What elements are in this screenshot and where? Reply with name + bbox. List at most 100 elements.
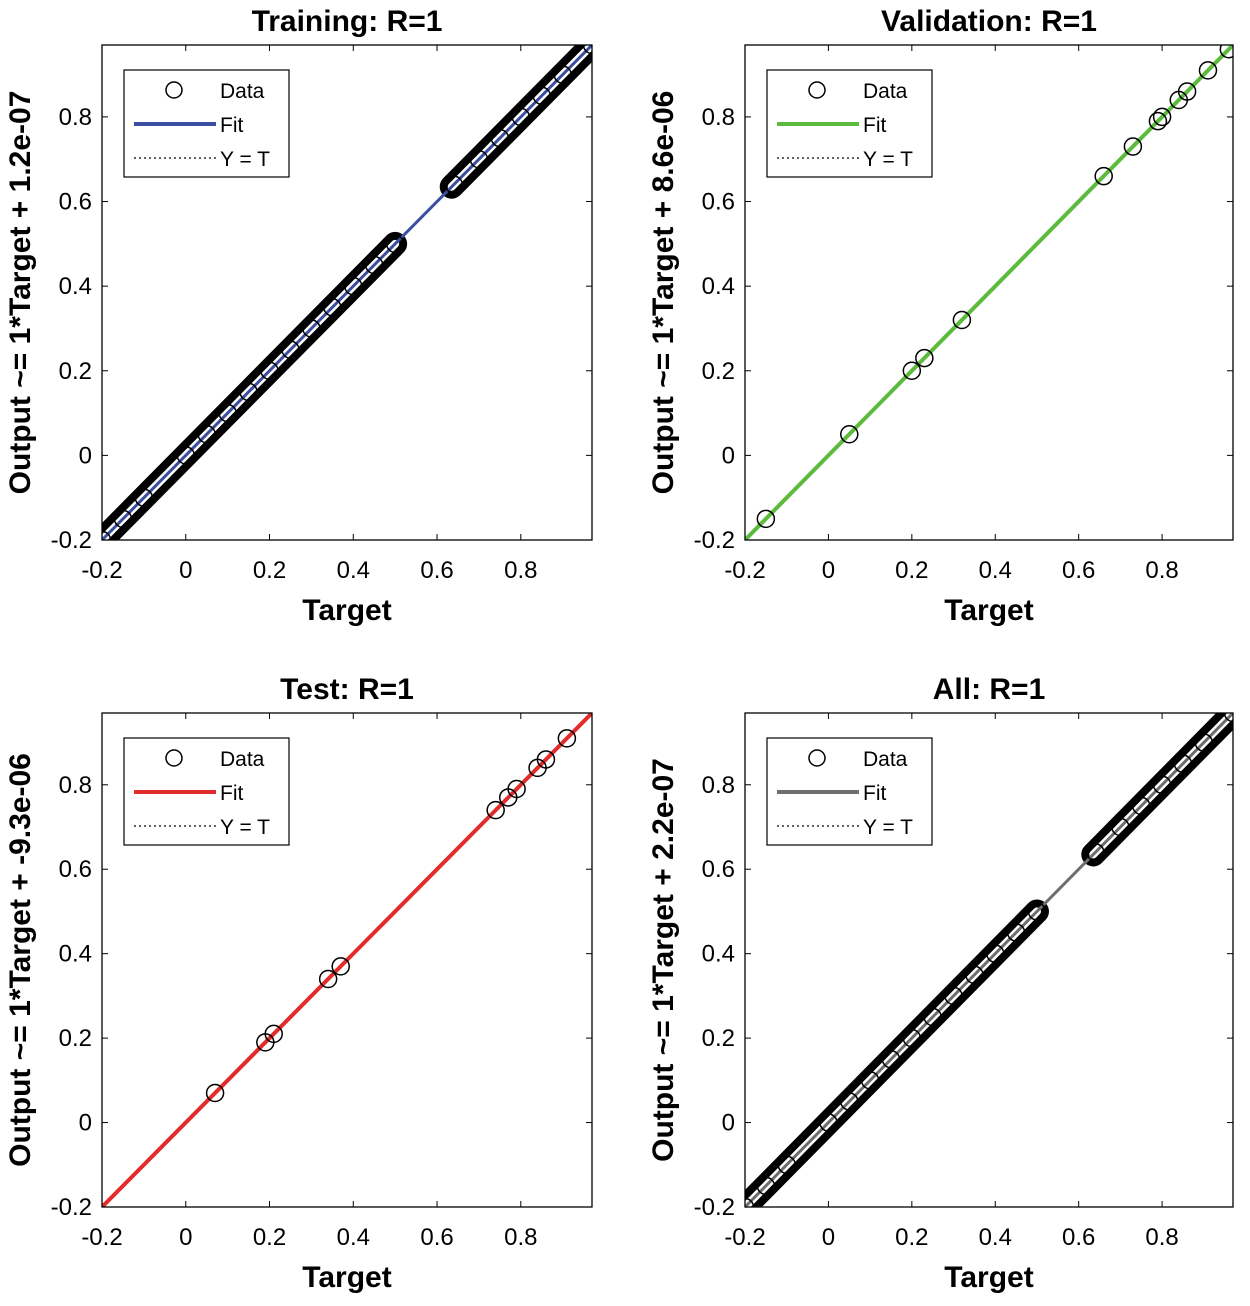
data-point bbox=[507, 779, 526, 799]
legend-label-fit: Fit bbox=[863, 782, 886, 805]
plot-content bbox=[102, 713, 592, 1207]
data-point bbox=[1148, 111, 1168, 131]
data-point bbox=[176, 446, 196, 465]
data-point bbox=[756, 509, 776, 529]
y-tick-label: 0.4 bbox=[702, 941, 735, 968]
data-point bbox=[1177, 82, 1197, 101]
data-point bbox=[553, 65, 572, 84]
data-point bbox=[331, 957, 350, 976]
panel-training: -0.2 0 0.2 0.4 0.6 0.8 -0.2 0 0.2 0.4 0.6 0.8 Traini… bbox=[4, 5, 593, 627]
axes-box bbox=[744, 712, 1234, 1208]
data-point bbox=[1086, 843, 1105, 862]
data-point bbox=[536, 750, 556, 769]
x-tick-label: 0.2 bbox=[895, 1224, 928, 1251]
chart-title: All: R=1 bbox=[933, 673, 1046, 706]
x-tick-label: 0.6 bbox=[1062, 1224, 1095, 1251]
data-point bbox=[1006, 923, 1026, 942]
plot-content bbox=[745, 713, 1233, 1207]
plot-content bbox=[745, 45, 1233, 540]
data-point bbox=[532, 86, 551, 106]
data-point bbox=[944, 986, 963, 1006]
data-point bbox=[952, 310, 972, 330]
y-tick-label: -0.2 bbox=[694, 1194, 735, 1221]
data-point bbox=[1173, 754, 1193, 773]
data-point bbox=[1123, 137, 1143, 156]
data-point bbox=[777, 1155, 796, 1175]
legend: Data Fit Y = T bbox=[123, 69, 290, 178]
data-point bbox=[756, 1176, 776, 1196]
x-axis-label: Target bbox=[302, 1261, 391, 1294]
y-tick-label: 0.6 bbox=[59, 856, 92, 883]
data-point bbox=[1094, 166, 1113, 186]
x-tick-label: 0.4 bbox=[337, 1224, 370, 1251]
y-tick-label: 0 bbox=[79, 1110, 92, 1137]
legend-label-data: Data bbox=[220, 80, 265, 103]
y-tick-label: 0.6 bbox=[702, 189, 735, 216]
x-tick-label: 0 bbox=[822, 1224, 835, 1251]
data-point bbox=[1198, 61, 1218, 80]
data-point bbox=[218, 403, 237, 423]
x-tick-label: 0.4 bbox=[979, 557, 1012, 584]
legend-data-marker bbox=[808, 81, 826, 99]
x-tick-label: -0.2 bbox=[81, 1224, 122, 1251]
x-axis-label: Target bbox=[302, 594, 391, 627]
panel-validation: -0.2 0 0.2 0.4 0.6 0.8 -0.2 0 0.2 0.4 0.6 0.8 Valida… bbox=[647, 5, 1234, 627]
data-point bbox=[344, 276, 363, 296]
data-point bbox=[860, 1071, 880, 1090]
legend-label-yt: Y = T bbox=[220, 816, 270, 839]
y-axis-label: Output ~= 1*Target + 8.6e-06 bbox=[647, 91, 680, 495]
y-tick-label: 0.6 bbox=[59, 189, 92, 216]
y-tick-label: 0.4 bbox=[59, 941, 92, 968]
data-point bbox=[1027, 902, 1047, 921]
y-tick-label: 0 bbox=[79, 442, 92, 469]
data-point bbox=[385, 234, 405, 254]
data-point bbox=[260, 361, 279, 381]
chart-title: Training: R=1 bbox=[252, 5, 443, 38]
x-axis-label: Target bbox=[944, 1261, 1033, 1294]
legend-label-yt: Y = T bbox=[863, 816, 913, 839]
data-point bbox=[323, 298, 342, 317]
data-point bbox=[881, 1049, 901, 1069]
axes-box bbox=[744, 44, 1234, 541]
y-tick-label: 0.2 bbox=[702, 358, 735, 385]
legend-label-fit: Fit bbox=[220, 114, 243, 137]
data-point bbox=[986, 944, 1005, 963]
y-tick-label: -0.2 bbox=[51, 1194, 92, 1221]
x-axis-label: Target bbox=[944, 594, 1033, 627]
data-point bbox=[469, 149, 489, 169]
x-tick-label: 0.4 bbox=[337, 557, 370, 584]
legend-data-marker bbox=[165, 749, 183, 767]
chart-title: Validation: R=1 bbox=[881, 5, 1097, 38]
legend-label-data: Data bbox=[863, 80, 908, 103]
y-axis-label: Output ~= 1*Target + -9.3e-06 bbox=[4, 753, 37, 1167]
legend-label-yt: Y = T bbox=[220, 148, 270, 171]
y-tick-label: 0.8 bbox=[702, 104, 735, 131]
y-tick-label: 0.8 bbox=[59, 104, 92, 131]
data-point bbox=[281, 340, 300, 359]
legend-label-data: Data bbox=[863, 748, 908, 771]
y-tick-label: 0.2 bbox=[59, 358, 92, 385]
data-point bbox=[1152, 107, 1172, 127]
data-point bbox=[923, 1007, 942, 1027]
data-point bbox=[511, 107, 531, 127]
legend: Data Fit Y = T bbox=[766, 69, 933, 178]
data-point bbox=[840, 1092, 859, 1111]
data-point bbox=[205, 1083, 225, 1103]
data-point bbox=[1194, 733, 1214, 752]
data-point bbox=[364, 255, 384, 275]
legend-data-marker bbox=[165, 81, 183, 99]
y-axis-label: Output ~= 1*Target + 1.2e-07 bbox=[4, 91, 37, 495]
data-point bbox=[1152, 775, 1172, 795]
chart-title: Test: R=1 bbox=[280, 673, 414, 706]
x-tick-label: -0.2 bbox=[724, 557, 765, 584]
legend-data-marker bbox=[808, 749, 826, 767]
x-tick-label: 0.6 bbox=[420, 557, 453, 584]
x-tick-label: 0.8 bbox=[1145, 1224, 1178, 1251]
data-point bbox=[113, 509, 133, 529]
x-tick-label: 0.8 bbox=[504, 1224, 537, 1251]
data-point bbox=[557, 729, 577, 748]
panel-all: -0.2 0 0.2 0.4 0.6 0.8 -0.2 0 0.2 0.4 0.6 0.8 All: R… bbox=[647, 673, 1234, 1294]
data-point bbox=[1131, 796, 1151, 816]
y-tick-label: 0.4 bbox=[702, 273, 735, 300]
